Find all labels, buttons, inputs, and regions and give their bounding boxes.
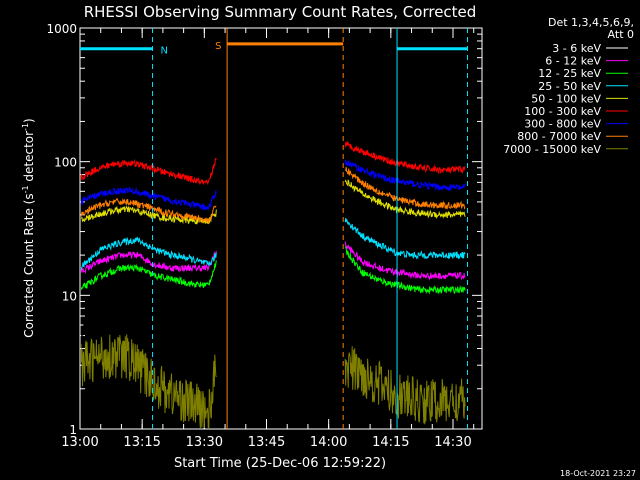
- series-line: [344, 218, 466, 260]
- legend-label: 100 - 300 keV: [524, 105, 601, 118]
- svg-text:Corrected Count Rate (s-1 dete: Corrected Count Rate (s-1 detector-1): [21, 118, 36, 337]
- y-axis-label-prefix: Corrected Count Rate (s: [22, 193, 36, 337]
- series-line: [344, 252, 466, 340]
- legend-label: 12 - 25 keV: [538, 67, 601, 80]
- legend-label: 50 - 100 keV: [531, 92, 601, 105]
- legend-label: 300 - 800 keV: [524, 118, 601, 131]
- series-line: [344, 159, 466, 192]
- x-tick-label: 14:15: [372, 435, 409, 450]
- series-line: [81, 186, 217, 211]
- series-line: [81, 334, 217, 428]
- series-line: [345, 166, 466, 210]
- series-line: [344, 140, 466, 175]
- series-line: [81, 236, 217, 271]
- x-axis-label: Start Time (25-Dec-06 12:59:22): [174, 456, 386, 471]
- state-bar-label: S: [215, 41, 221, 52]
- chart-title: RHESSI Observing Summary Count Rates, Co…: [84, 3, 477, 21]
- state-bar-label: N: [161, 46, 168, 57]
- y-tick-label: 1: [69, 423, 77, 437]
- y-tick-label: 10: [62, 289, 77, 303]
- timestamp: 18-Oct-2021 23:27: [560, 469, 636, 478]
- x-tick-label: 13:15: [123, 435, 160, 450]
- legend-label: 7000 - 15000 keV: [503, 143, 601, 156]
- series-line: [344, 179, 466, 219]
- series-line: [345, 246, 466, 295]
- series-line: [81, 295, 217, 344]
- series-line: [344, 346, 466, 425]
- plot-area: 1 10 100 1000 13:00 13:15 13:30 13:45 14:00 14:15…: [46, 22, 483, 450]
- y-tick-label: 100: [54, 156, 77, 170]
- x-tick-label: 14:00: [310, 435, 347, 450]
- y-axis-label-suffix: ): [22, 118, 36, 123]
- y-axis-label: Corrected Count Rate (s-1 detector-1): [21, 118, 36, 337]
- y-axis-label-mid: detector: [22, 131, 36, 186]
- legend-label: 3 - 6 keV: [552, 42, 601, 55]
- series-line: [81, 260, 217, 291]
- y-axis-label-sup2: -1: [21, 123, 30, 131]
- x-tick-label: 13:45: [248, 435, 285, 450]
- legend-label: 6 - 12 keV: [545, 55, 601, 68]
- legend-label: 25 - 50 keV: [538, 80, 601, 93]
- data-layer: [81, 140, 466, 428]
- legend-header: Det 1,3,4,5,6,9,: [548, 16, 634, 29]
- y-axis-label-sup1: -1: [21, 185, 30, 193]
- series-line: [81, 204, 217, 225]
- y-tick-label: 1000: [46, 22, 77, 36]
- legend-header: Att 0: [608, 28, 634, 41]
- plot-frame: [79, 27, 483, 430]
- legend-label: 800 - 7000 keV: [517, 130, 601, 143]
- series-line: [344, 241, 466, 281]
- x-tick-label: 13:00: [61, 435, 98, 450]
- x-tick-label: 13:30: [186, 435, 223, 450]
- series-line: [81, 250, 217, 275]
- x-tick-label: 14:30: [434, 435, 471, 450]
- series-line: [81, 198, 217, 224]
- series-line: [81, 157, 217, 186]
